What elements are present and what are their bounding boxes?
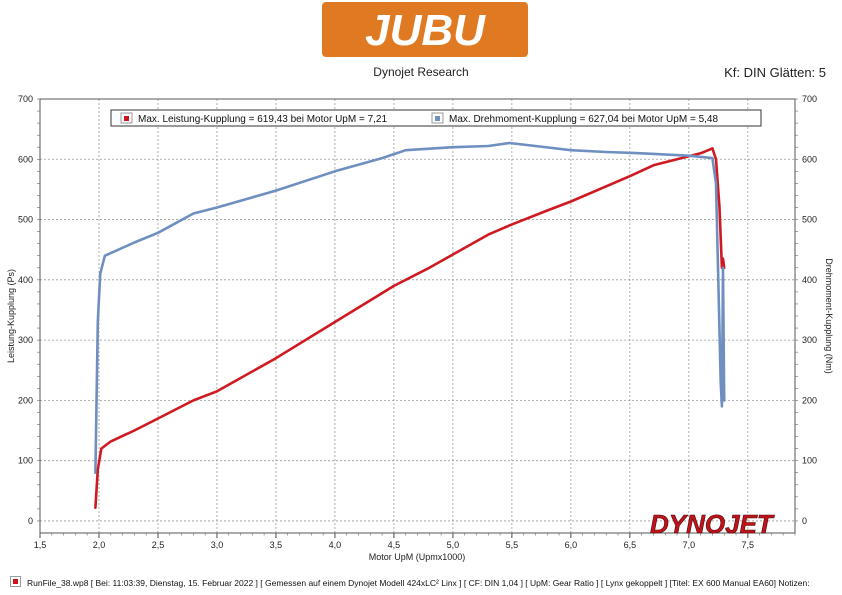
tick-label-y-right: 500	[802, 215, 817, 225]
ticks: 1,5 2,0 2,5 3,0 3,5 4,0 4,5 5,0 5,5 6,0 6,5 7,0 7,5 0…	[18, 94, 817, 550]
run-info-footer: RunFile_38.wp8 [ Bei: 11:03:39, Dienstag…	[10, 576, 810, 588]
tick-label-x: 5,0	[447, 540, 460, 550]
legend-marker-torque	[435, 116, 440, 121]
dynojet-watermark: DYNOJET	[650, 509, 775, 539]
tick-label-x: 6,0	[565, 540, 578, 550]
tick-label-y-right: 600	[802, 154, 817, 164]
x-axis-label: Motor UpM (Upmx1000)	[369, 552, 466, 562]
tick-label-x: 4,5	[388, 540, 401, 550]
grid-lines	[39, 98, 795, 533]
tick-label-x: 1,5	[34, 540, 47, 550]
settings-label: Kf: DIN Glätten: 5	[724, 65, 826, 80]
tick-label-x: 3,5	[270, 540, 283, 550]
tick-label-y-left: 500	[18, 215, 33, 225]
power-curve	[94, 147, 726, 509]
legend: Max. Leistung-Kupplung = 619,43 bei Moto…	[110, 109, 762, 127]
tick-label-y-right: 0	[802, 516, 807, 526]
tick-label-y-right: 100	[802, 456, 817, 466]
subtitle: Dynojet Research	[373, 65, 469, 79]
y-axis-right-label: Drehmoment-Kupplung (Nm)	[824, 258, 834, 374]
tick-label-y-left: 100	[18, 456, 33, 466]
tick-label-y-left: 600	[18, 154, 33, 164]
tick-label-x: 2,5	[152, 540, 165, 550]
tick-label-y-left: 400	[18, 275, 33, 285]
tick-label-x: 7,5	[742, 540, 755, 550]
tick-label-y-left: 200	[18, 395, 33, 405]
tick-label-x: 6,5	[624, 540, 637, 550]
y-axis-left-label: Leistung-Kupplung (Ps)	[6, 269, 16, 363]
tick-label-y-right: 300	[802, 335, 817, 345]
tick-label-x: 3,0	[211, 540, 224, 550]
dyno-chart: 1,5 2,0 2,5 3,0 3,5 4,0 4,5 5,0 5,5 6,0 6,5 7,0 7,5 0…	[6, 94, 834, 562]
legend-label-power: Max. Leistung-Kupplung = 619,43 bei Moto…	[138, 114, 387, 125]
tick-label-y-left: 0	[28, 516, 33, 526]
tick-label-y-left: 700	[18, 94, 33, 104]
tick-label-y-right: 200	[802, 395, 817, 405]
tick-label-x: 7,0	[683, 540, 696, 550]
legend-label-torque: Max. Drehmoment-Kupplung = 627,04 bei Mo…	[449, 114, 718, 125]
tick-label-y-left: 300	[18, 335, 33, 345]
plot-frame	[39, 98, 796, 534]
run-info-text: RunFile_38.wp8 [ Bei: 11:03:39, Dienstag…	[27, 578, 810, 588]
torque-curve	[94, 141, 726, 474]
tick-label-x: 5,5	[506, 540, 519, 550]
tick-label-x: 2,0	[93, 540, 106, 550]
tick-label-y-right: 400	[802, 275, 817, 285]
series-layer	[94, 141, 726, 509]
brand-text: JUBU	[365, 6, 486, 55]
jubu-logo: JUBU	[322, 2, 528, 57]
legend-marker-power	[124, 116, 129, 121]
run-marker-icon	[10, 576, 21, 587]
tick-label-y-right: 700	[802, 94, 817, 104]
tick-label-x: 4,0	[329, 540, 342, 550]
